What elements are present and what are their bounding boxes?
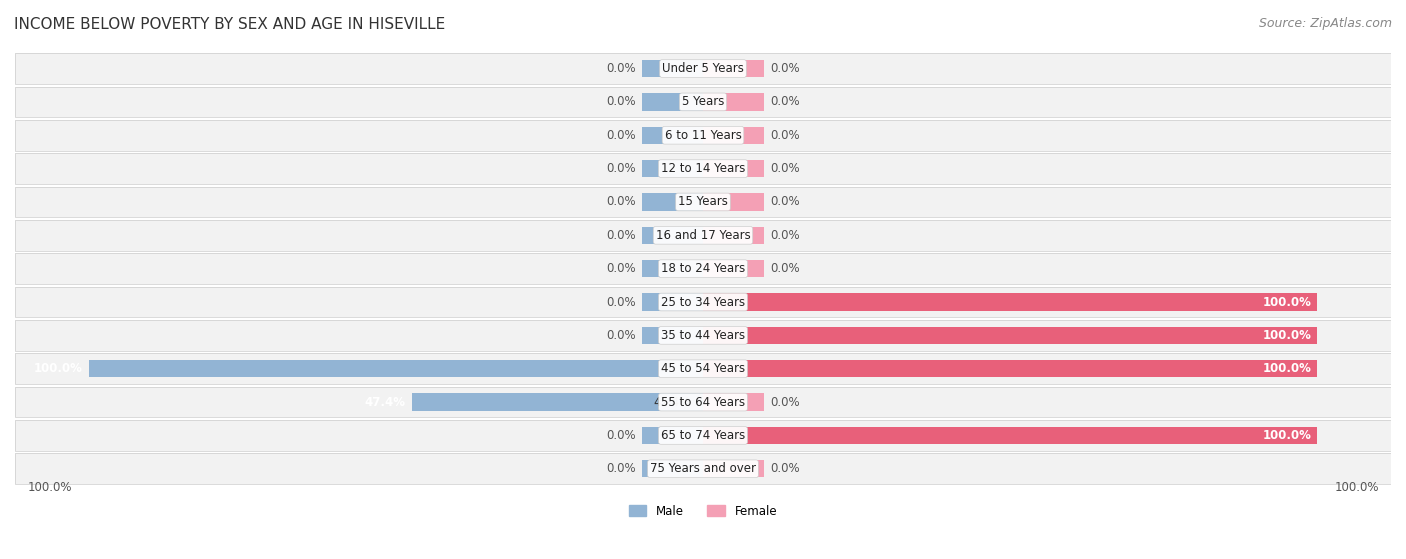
Bar xyxy=(15,220,1391,250)
Bar xyxy=(703,93,765,111)
Text: 0.0%: 0.0% xyxy=(606,329,636,342)
Text: 100.0%: 100.0% xyxy=(1334,481,1379,494)
Bar xyxy=(15,53,1391,84)
Bar xyxy=(15,420,1391,451)
Bar xyxy=(15,153,1391,184)
Bar xyxy=(15,453,1391,484)
Bar xyxy=(703,160,765,177)
Bar xyxy=(703,460,765,477)
Bar xyxy=(15,153,1391,184)
Text: 100.0%: 100.0% xyxy=(1263,329,1312,342)
Bar xyxy=(15,387,1391,418)
Bar xyxy=(703,193,765,211)
Bar xyxy=(15,187,1391,217)
Bar xyxy=(641,427,703,444)
Text: 0.0%: 0.0% xyxy=(606,229,636,242)
Bar xyxy=(15,120,1391,150)
Text: 65 to 74 Years: 65 to 74 Years xyxy=(661,429,745,442)
Bar xyxy=(703,326,1317,344)
Bar xyxy=(703,394,765,411)
Text: 47.4%: 47.4% xyxy=(654,396,690,409)
Text: 35 to 44 Years: 35 to 44 Years xyxy=(661,329,745,342)
Text: 100.0%: 100.0% xyxy=(34,362,83,375)
Text: 12 to 14 Years: 12 to 14 Years xyxy=(661,162,745,175)
Bar xyxy=(15,287,1391,318)
Text: 100.0%: 100.0% xyxy=(27,481,72,494)
Bar xyxy=(641,93,703,111)
Text: 100.0%: 100.0% xyxy=(1263,296,1312,309)
Bar xyxy=(15,253,1391,284)
Bar xyxy=(703,260,765,277)
Bar xyxy=(15,453,1391,484)
Bar xyxy=(15,353,1391,384)
Bar xyxy=(15,253,1391,284)
Text: 0.0%: 0.0% xyxy=(606,429,636,442)
Text: 0.0%: 0.0% xyxy=(770,129,800,142)
Bar xyxy=(15,387,1391,418)
Bar xyxy=(412,394,703,411)
Text: 0.0%: 0.0% xyxy=(606,96,636,108)
Text: INCOME BELOW POVERTY BY SEX AND AGE IN HISEVILLE: INCOME BELOW POVERTY BY SEX AND AGE IN H… xyxy=(14,17,446,32)
Text: 0.0%: 0.0% xyxy=(606,162,636,175)
Text: 0.0%: 0.0% xyxy=(606,196,636,209)
Bar xyxy=(641,260,703,277)
Bar xyxy=(703,60,765,77)
Text: 15 Years: 15 Years xyxy=(678,196,728,209)
Bar xyxy=(641,160,703,177)
Text: 0.0%: 0.0% xyxy=(606,62,636,75)
Bar xyxy=(641,193,703,211)
Text: 0.0%: 0.0% xyxy=(770,196,800,209)
Bar xyxy=(15,320,1391,350)
Text: 0.0%: 0.0% xyxy=(606,262,636,275)
Bar xyxy=(641,293,703,311)
Text: 6 to 11 Years: 6 to 11 Years xyxy=(665,129,741,142)
Bar xyxy=(641,126,703,144)
Bar xyxy=(15,320,1391,350)
Legend: Male, Female: Male, Female xyxy=(624,500,782,523)
Text: Source: ZipAtlas.com: Source: ZipAtlas.com xyxy=(1258,17,1392,30)
Bar xyxy=(641,460,703,477)
Bar xyxy=(15,420,1391,451)
Bar xyxy=(15,220,1391,250)
Bar xyxy=(703,126,765,144)
Text: 100.0%: 100.0% xyxy=(1263,429,1312,442)
Text: 75 Years and over: 75 Years and over xyxy=(650,462,756,475)
Text: 55 to 64 Years: 55 to 64 Years xyxy=(661,396,745,409)
Bar xyxy=(15,187,1391,217)
Text: 0.0%: 0.0% xyxy=(606,462,636,475)
Text: 0.0%: 0.0% xyxy=(770,396,800,409)
Text: 0.0%: 0.0% xyxy=(770,462,800,475)
Text: 5 Years: 5 Years xyxy=(682,96,724,108)
Text: 0.0%: 0.0% xyxy=(606,296,636,309)
Text: 100.0%: 100.0% xyxy=(1263,362,1312,375)
Text: 45 to 54 Years: 45 to 54 Years xyxy=(661,362,745,375)
Text: Under 5 Years: Under 5 Years xyxy=(662,62,744,75)
Bar xyxy=(15,287,1391,318)
Text: 18 to 24 Years: 18 to 24 Years xyxy=(661,262,745,275)
Bar xyxy=(15,87,1391,117)
Bar xyxy=(15,120,1391,150)
Bar xyxy=(15,53,1391,84)
Bar xyxy=(641,60,703,77)
Text: 0.0%: 0.0% xyxy=(770,229,800,242)
Text: 0.0%: 0.0% xyxy=(770,162,800,175)
Text: 47.4%: 47.4% xyxy=(364,396,406,409)
Bar xyxy=(703,293,1317,311)
Bar xyxy=(15,87,1391,117)
Bar xyxy=(641,326,703,344)
Text: 0.0%: 0.0% xyxy=(770,62,800,75)
Text: 25 to 34 Years: 25 to 34 Years xyxy=(661,296,745,309)
Bar xyxy=(703,226,765,244)
Bar xyxy=(703,427,1317,444)
Text: 16 and 17 Years: 16 and 17 Years xyxy=(655,229,751,242)
Bar xyxy=(703,360,1317,377)
Text: 0.0%: 0.0% xyxy=(770,96,800,108)
Bar xyxy=(641,226,703,244)
Bar xyxy=(89,360,703,377)
Text: 0.0%: 0.0% xyxy=(770,262,800,275)
Bar xyxy=(15,353,1391,384)
Text: 0.0%: 0.0% xyxy=(606,129,636,142)
